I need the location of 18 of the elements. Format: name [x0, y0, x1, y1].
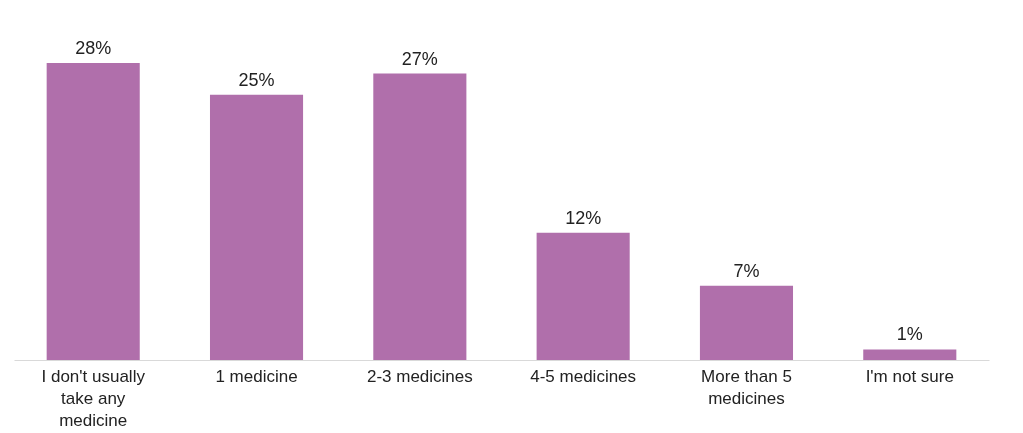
x-tick-label: 4-5 medicines — [530, 366, 637, 386]
x-tick-label: I'm not sure — [865, 366, 954, 386]
data-label: 7% — [733, 260, 760, 281]
x-tick-label: More than 5 medicines — [701, 366, 792, 408]
data-label: 25% — [238, 69, 275, 90]
bar — [373, 73, 467, 360]
x-tick-label: 1 medicine — [215, 366, 298, 386]
bar — [209, 94, 304, 360]
bar — [536, 232, 630, 360]
x-tick-label: 2-3 medicines — [366, 366, 473, 386]
data-label: 28% — [75, 38, 112, 58]
bar — [863, 349, 957, 360]
data-label: 12% — [565, 207, 602, 228]
data-label: 1% — [896, 324, 923, 345]
bar — [46, 63, 140, 360]
x-tick-label: I don't usually take any medicine — [41, 366, 146, 430]
bar — [699, 285, 794, 360]
data-label: 27% — [401, 48, 438, 69]
